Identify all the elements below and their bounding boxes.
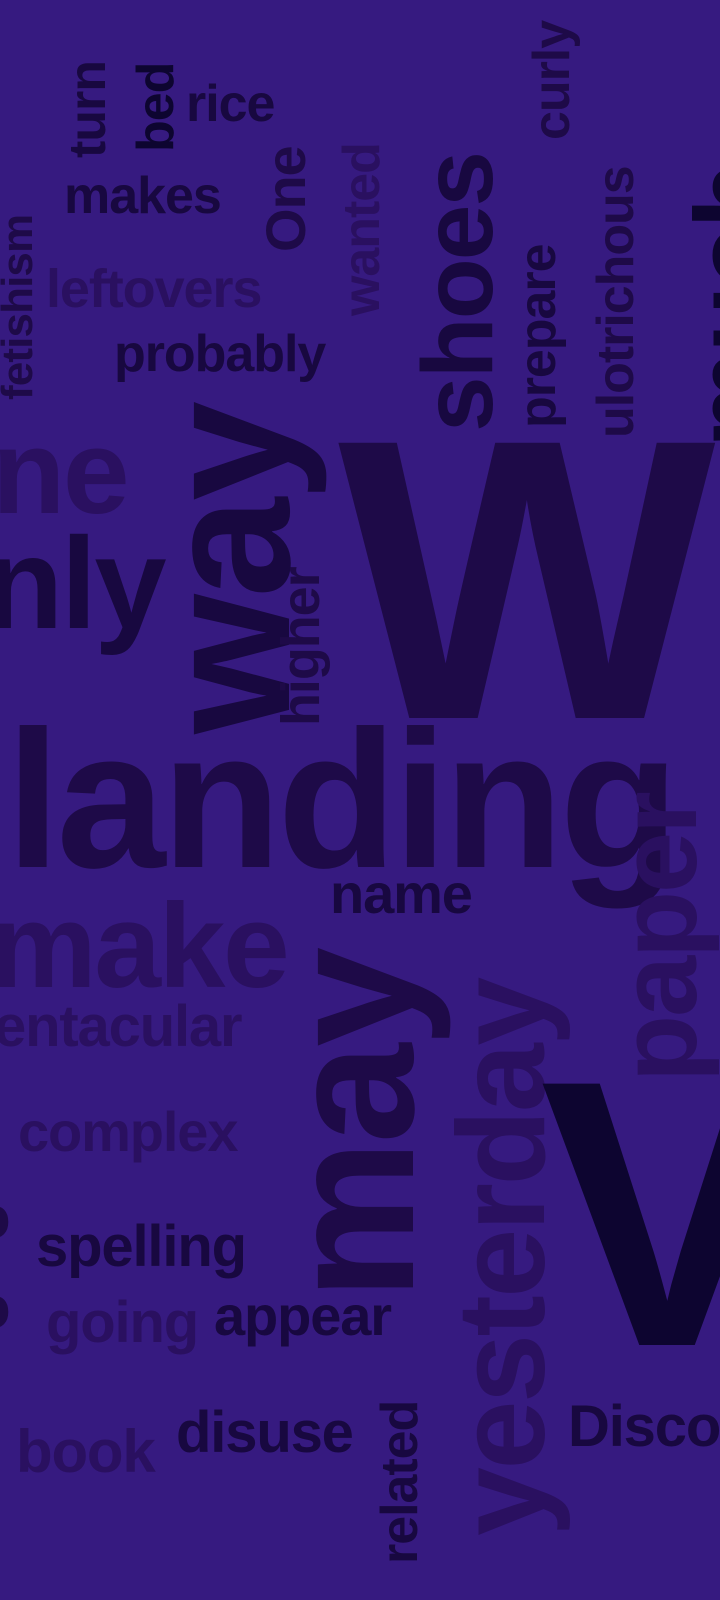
word-bed: bed <box>127 62 185 152</box>
word-landing: landing <box>6 690 679 909</box>
word-going: going <box>46 1290 199 1355</box>
word-makes: makes <box>64 167 222 225</box>
word-make: make <box>0 879 290 1013</box>
word-name: name <box>330 862 473 925</box>
word-disco: Disco <box>568 1394 720 1459</box>
word-book: book <box>16 1418 156 1485</box>
word-fetishism: fetishism <box>0 214 42 400</box>
word-one: One <box>254 146 317 252</box>
word-probably: probably <box>114 325 326 383</box>
word-appear: appear <box>214 1284 392 1347</box>
word-edge-left-mid: o <box>0 1188 11 1248</box>
word-wanted: wanted <box>333 143 391 316</box>
word-disuse: disuse <box>176 1400 354 1465</box>
word-turn: turn <box>59 61 117 158</box>
word-spelling: spelling <box>36 1214 247 1279</box>
word-nly: nly <box>0 510 167 656</box>
word-complex: complex <box>18 1100 238 1163</box>
word-related: related <box>371 1400 429 1564</box>
word-edge-left-low: o <box>0 1278 11 1338</box>
word-leftovers: leftovers <box>46 259 262 319</box>
word-curly: curly <box>523 20 581 140</box>
word-rice: rice <box>186 75 275 133</box>
word-ne: ne <box>0 405 130 539</box>
word-may: may <box>251 950 452 1300</box>
word-tentacular: entacular <box>0 994 243 1059</box>
word-big-v: V <box>540 1001 720 1426</box>
word-big-w: W <box>338 356 716 803</box>
